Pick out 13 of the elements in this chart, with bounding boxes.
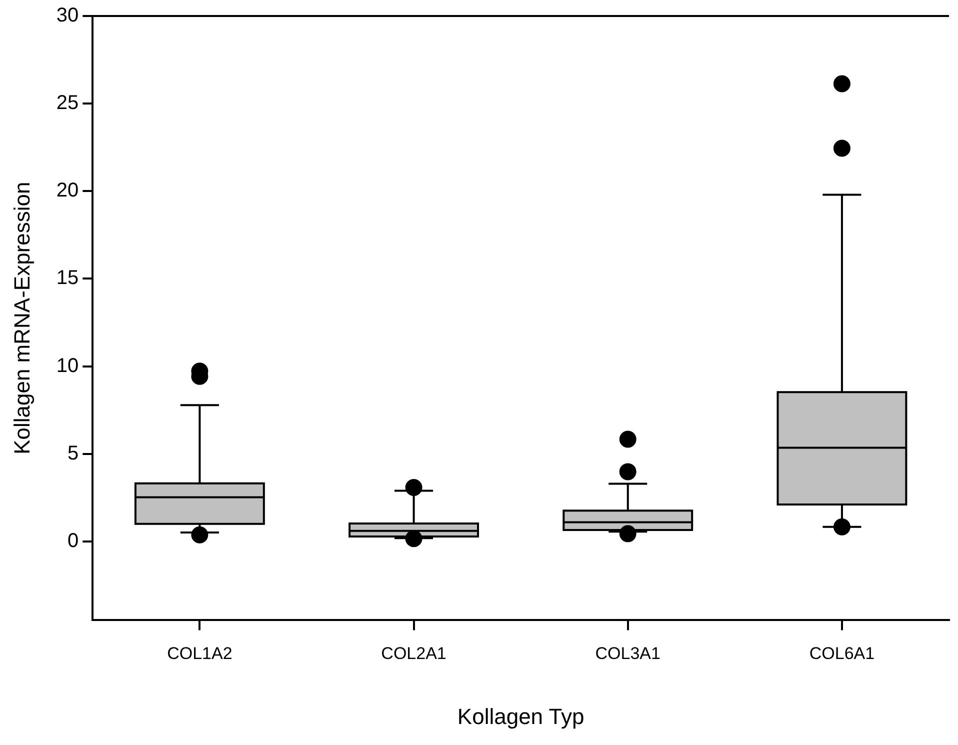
- x-tick-label: COL1A2: [167, 644, 232, 664]
- y-tick-label: 15: [56, 267, 79, 290]
- y-tick-label: 20: [56, 180, 79, 202]
- x-tick-label: COL6A1: [809, 644, 875, 664]
- y-tick-label: 25: [56, 92, 79, 114]
- x-axis-title: Kollagen Typ: [457, 704, 584, 729]
- x-tick-label: COL3A1: [595, 644, 660, 664]
- y-tick-label: 5: [68, 442, 79, 464]
- y-tick-label: 0: [68, 530, 79, 552]
- x-tick-label: COL2A1: [381, 644, 446, 664]
- y-tick-label: 10: [56, 354, 79, 377]
- y-axis-title: Kollagen mRNA-Expression: [9, 182, 34, 454]
- y-tick-label: 30: [56, 4, 79, 27]
